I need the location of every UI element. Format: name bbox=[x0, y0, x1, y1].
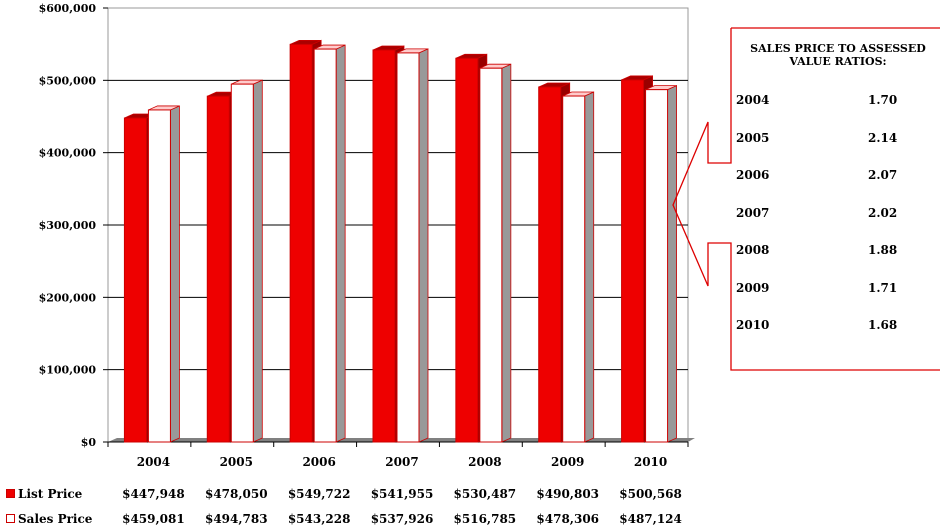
data-table-cell: $447,948 bbox=[122, 487, 185, 501]
data-table-cell: $516,785 bbox=[453, 512, 517, 526]
callout-title: SALES PRICE TO ASSESSED VALUE RATIOS: bbox=[750, 42, 926, 68]
legend-entry: Sales Price bbox=[6, 512, 92, 526]
x-tick-label: 2010 bbox=[634, 455, 667, 469]
bar-side bbox=[170, 105, 180, 443]
ratio-year: 2006 bbox=[736, 168, 770, 182]
bar-front bbox=[621, 79, 645, 443]
data-table-cell: $490,803 bbox=[536, 487, 600, 501]
x-tick-label: 2007 bbox=[385, 455, 418, 469]
bar-front bbox=[479, 67, 503, 443]
bar-front bbox=[562, 95, 586, 443]
data-table-cell: $478,306 bbox=[536, 512, 600, 526]
ratio-year: 2009 bbox=[736, 280, 770, 295]
ratio-value: 1.88 bbox=[868, 243, 898, 257]
bar-front bbox=[396, 52, 420, 443]
x-tick-label: 2004 bbox=[137, 455, 170, 469]
data-table-cell: $478,050 bbox=[204, 487, 268, 501]
bar-side bbox=[335, 44, 346, 443]
y-tick-label: $600,000 bbox=[39, 2, 97, 15]
legend-swatch bbox=[6, 489, 15, 498]
bar-side bbox=[667, 85, 677, 443]
bar-side bbox=[501, 63, 512, 443]
x-tick-label: 2006 bbox=[302, 455, 335, 469]
data-table-cell: $543,228 bbox=[287, 512, 351, 526]
x-tick-label: 2005 bbox=[220, 455, 253, 469]
data-table-cell: $487,124 bbox=[619, 512, 682, 526]
y-tick-label: $200,000 bbox=[39, 291, 97, 304]
bar-front bbox=[230, 83, 254, 443]
data-table-cell: $494,783 bbox=[204, 512, 268, 526]
bar-sales-price bbox=[313, 44, 346, 443]
bar-front bbox=[538, 86, 562, 443]
bar-sales-price bbox=[562, 91, 595, 443]
bar-front bbox=[147, 109, 171, 443]
data-table-cell: $549,722 bbox=[287, 487, 351, 501]
bar-sales-price bbox=[396, 48, 429, 443]
bar-front bbox=[455, 57, 479, 443]
bar-front bbox=[313, 48, 337, 443]
data-table-cell: $530,487 bbox=[453, 487, 517, 501]
x-tick-label: 2008 bbox=[468, 455, 501, 469]
legend-label: Sales Price bbox=[18, 512, 93, 526]
ratio-value: 2.02 bbox=[868, 205, 898, 220]
bar-front bbox=[372, 49, 396, 443]
ratio-value: 2.07 bbox=[868, 168, 898, 182]
bar-sales-price bbox=[479, 63, 512, 443]
bar-side bbox=[418, 48, 429, 443]
ratio-year: 2004 bbox=[736, 93, 770, 107]
bar-sales-price bbox=[645, 85, 677, 443]
callout-border bbox=[672, 27, 940, 371]
data-table-cell: $537,926 bbox=[370, 512, 434, 526]
y-tick-label: $100,000 bbox=[39, 364, 97, 377]
ratio-year: 2010 bbox=[736, 318, 770, 332]
ratio-value: 2.14 bbox=[868, 130, 898, 145]
data-table-cell: $500,568 bbox=[619, 487, 682, 501]
y-tick-label: $300,000 bbox=[39, 219, 97, 232]
ratio-year: 2008 bbox=[736, 243, 770, 257]
data-table-cell: $541,955 bbox=[370, 487, 434, 501]
ratio-value: 1.68 bbox=[868, 318, 898, 332]
data-table-cell: $459,081 bbox=[122, 512, 185, 526]
bar-front bbox=[289, 43, 313, 443]
ratio-value: 1.71 bbox=[868, 280, 898, 295]
y-tick-label: $400,000 bbox=[39, 147, 97, 160]
bar-front bbox=[123, 117, 147, 443]
legend-entry: List Price bbox=[6, 487, 82, 501]
bar-side bbox=[584, 91, 595, 443]
bar-side bbox=[252, 79, 263, 443]
legend-swatch bbox=[6, 514, 15, 523]
legend-label: List Price bbox=[18, 487, 83, 501]
y-tick-label: $0 bbox=[81, 436, 97, 449]
ratio-value: 1.70 bbox=[868, 93, 898, 107]
x-tick-label: 2009 bbox=[551, 455, 584, 469]
ratio-year: 2005 bbox=[736, 130, 770, 145]
y-tick-label: $500,000 bbox=[39, 74, 97, 87]
bar-sales-price bbox=[147, 105, 180, 443]
bar-front bbox=[206, 95, 230, 443]
bar-front bbox=[645, 89, 669, 443]
bar-sales-price bbox=[230, 79, 263, 443]
ratio-year: 2007 bbox=[736, 205, 770, 220]
